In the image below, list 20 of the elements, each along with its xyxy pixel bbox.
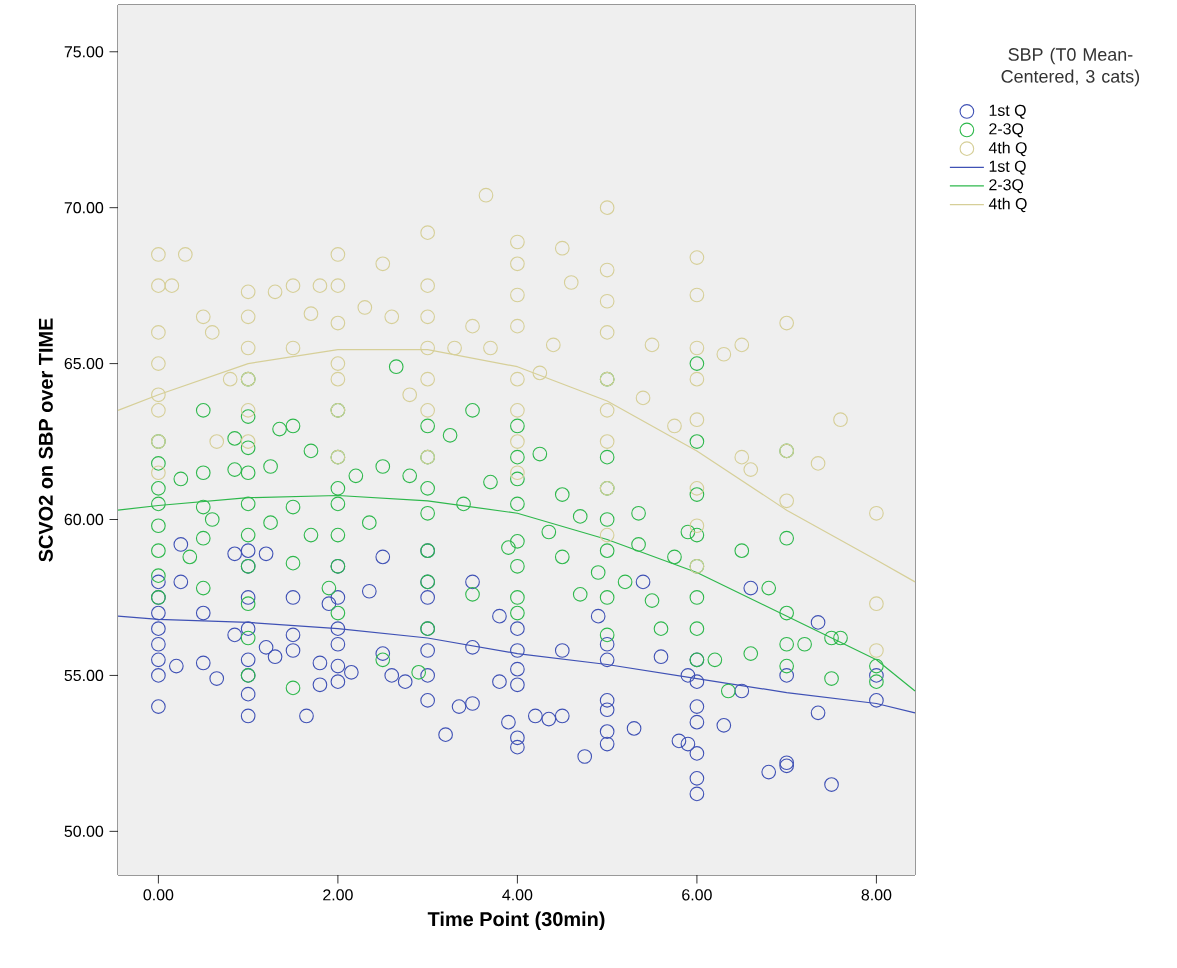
legend-label: 4th Q: [988, 197, 1027, 213]
y-tick-label: 65.00: [64, 357, 104, 370]
x-tick-label: 4.00: [502, 889, 533, 901]
x-tick-label: 8.00: [861, 889, 892, 901]
x-axis-title: Time Point (30min): [427, 911, 605, 931]
x-tick-label: 0.00: [143, 889, 174, 901]
y-tick-label: 55.00: [64, 669, 104, 682]
legend-label: 2-3Q: [989, 123, 1024, 138]
legend-label: 1st Q: [989, 160, 1026, 175]
y-tick-label: 60.00: [64, 513, 104, 526]
legend-label: 1st Q: [989, 104, 1026, 119]
y-tick-label: 70.00: [64, 202, 104, 214]
x-tick-label: 6.00: [682, 889, 712, 901]
y-tick-label: 50.00: [64, 825, 104, 837]
legend-label: 4th Q: [988, 141, 1027, 157]
legend-label: 2-3Q: [989, 179, 1024, 194]
y-axis-title: SCVO2 on SBP over TIME: [38, 318, 53, 562]
y-tick-label: 75.00: [64, 46, 104, 58]
x-tick-label: 2.00: [323, 889, 353, 901]
legend-title: SBP (T0 Mean-Centered, 3 cats): [1001, 47, 1140, 87]
